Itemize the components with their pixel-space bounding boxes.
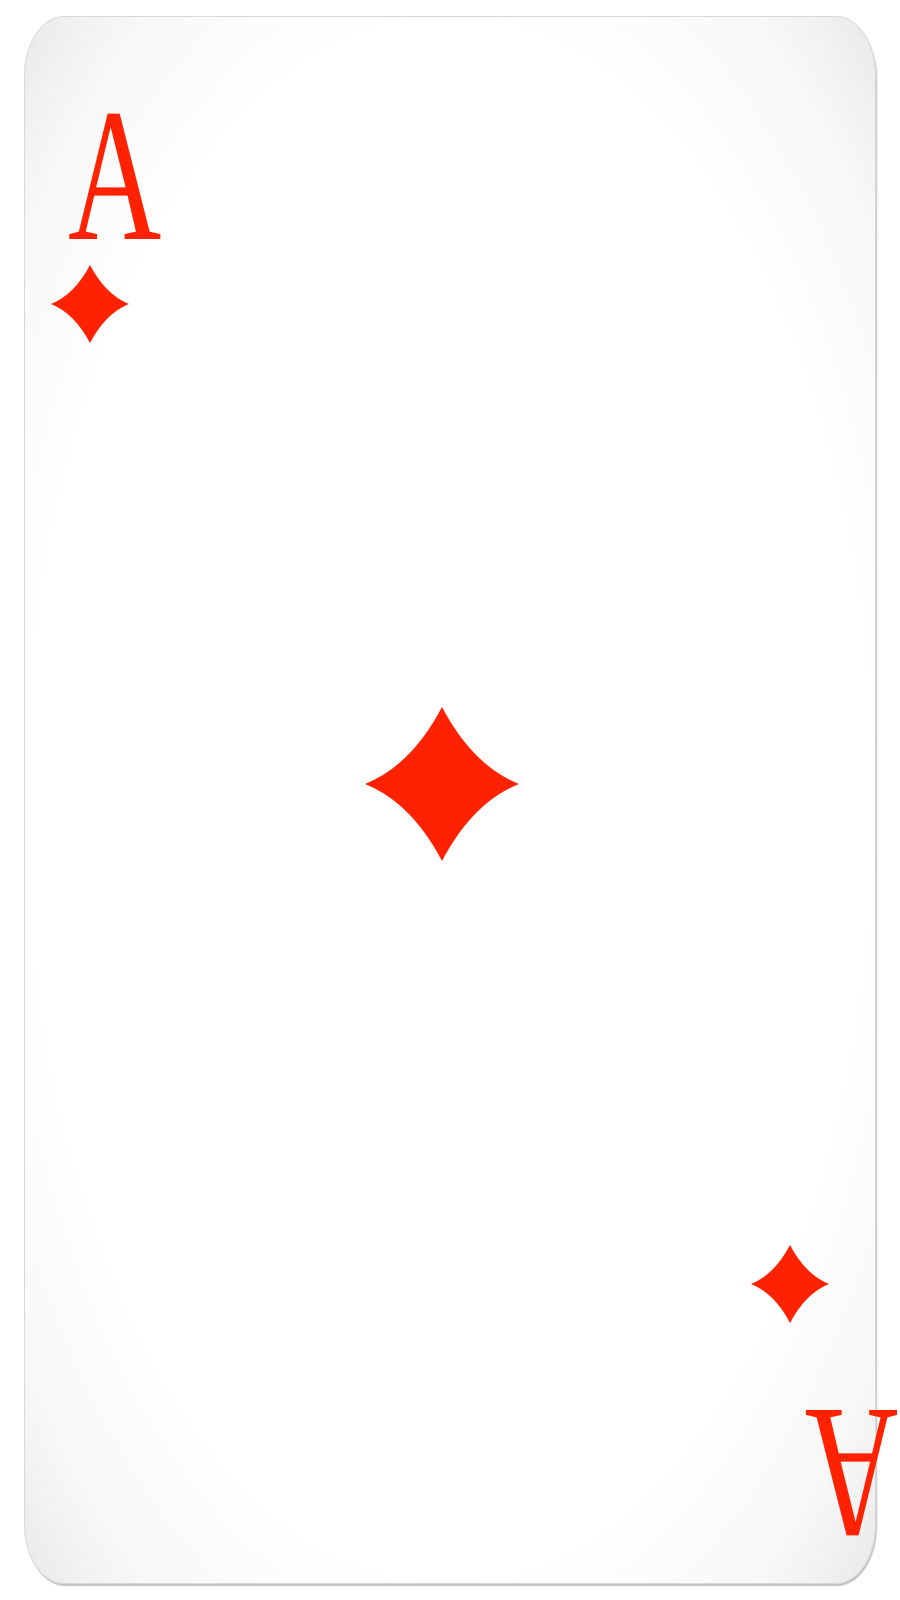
diamond-icon [51, 265, 129, 343]
top-left-rank: A [68, 71, 162, 281]
diamond-icon [365, 707, 519, 861]
center-diamond-icon [365, 707, 519, 861]
bottom-right-rank: A [804, 1368, 899, 1578]
bottom-right-diamond-icon [751, 1245, 829, 1323]
diamond-icon [751, 1245, 829, 1323]
top-left-diamond-icon [51, 265, 129, 343]
playing-card[interactable]: A A [24, 16, 898, 1584]
